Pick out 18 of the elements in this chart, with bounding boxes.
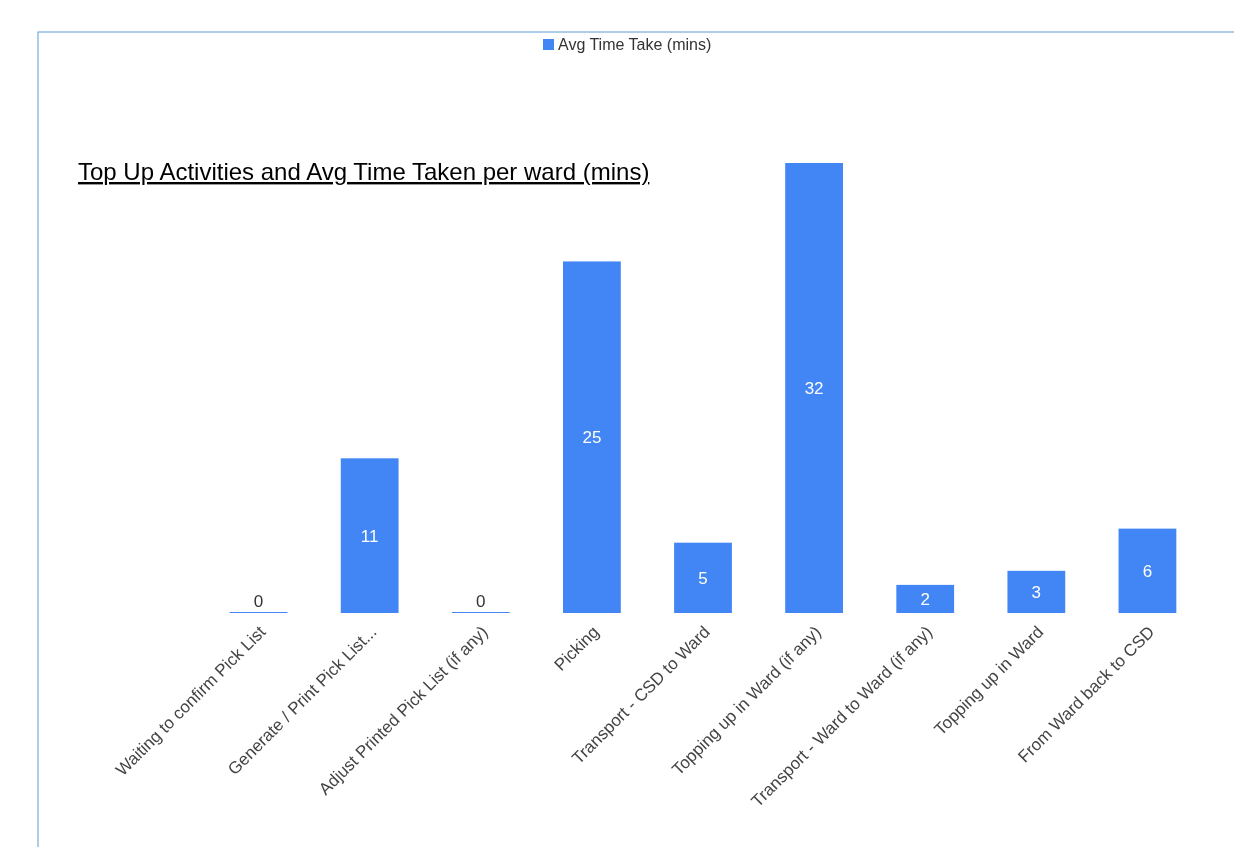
legend-label: Avg Time Take (mins) [558,36,712,53]
bar [563,261,621,613]
data-label: 6 [1142,561,1153,581]
data-label: 25 [582,428,602,448]
bar [340,458,399,613]
data-label: 5 [698,568,708,588]
bar [785,163,843,613]
bar [896,584,955,613]
data-label: 3 [1031,582,1042,602]
data-label: 32 [804,379,824,398]
data-label: 0 [476,592,486,611]
data-label: 2 [920,589,930,609]
bar [1118,528,1177,613]
data-label: 11 [360,526,379,546]
bar [1007,570,1066,613]
chart-title: Top Up Activities and Avg Time Taken per ward (mins) [78,158,650,185]
data-label: 0 [253,592,264,611]
bar [674,542,732,613]
